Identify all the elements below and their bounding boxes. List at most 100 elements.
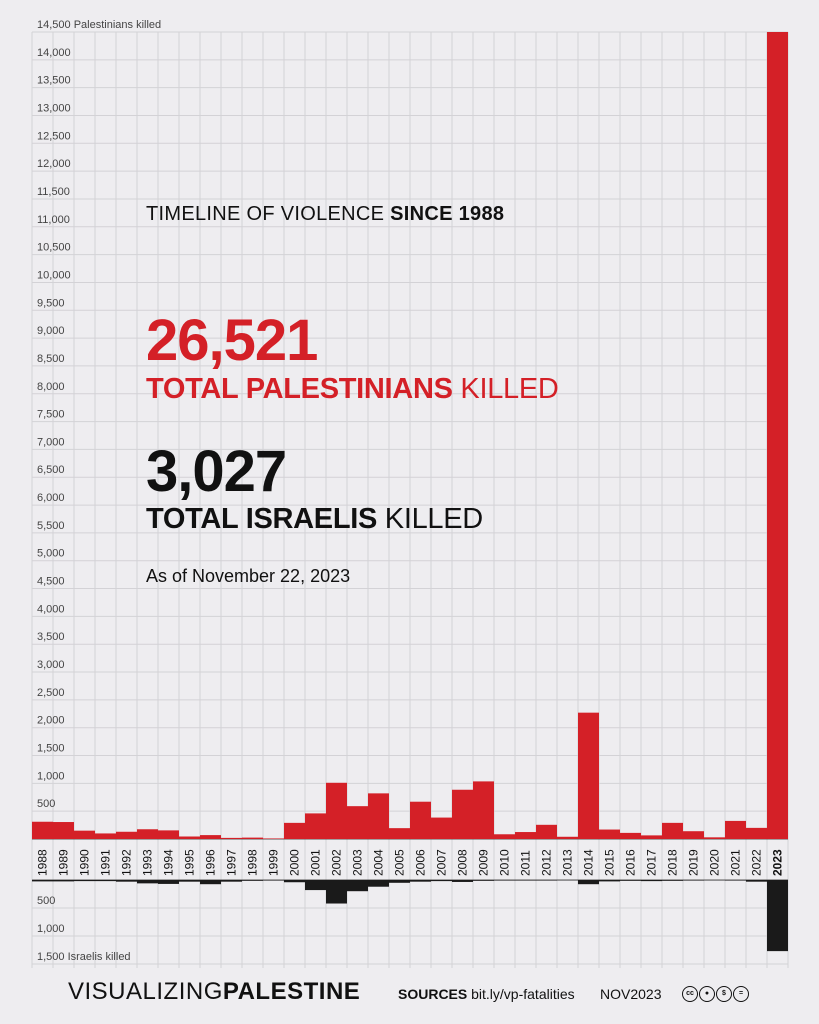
bar-palestinian-2009 <box>473 781 494 839</box>
year-label-2016: 2016 <box>624 849 638 876</box>
bar-israeli-2016 <box>620 880 641 881</box>
tick-label-top: 6,500 <box>37 464 65 476</box>
year-label-2006: 2006 <box>414 849 428 876</box>
bar-israeli-2003 <box>347 880 368 892</box>
tick-label-top: 13,500 <box>37 75 71 87</box>
bar-israeli-2021 <box>725 880 746 881</box>
bar-israeli-2012 <box>536 880 557 881</box>
nc-icon: $ <box>716 985 732 1002</box>
year-label-2004: 2004 <box>372 849 386 876</box>
year-label-1999: 1999 <box>267 849 281 876</box>
bar-israeli-1994 <box>158 880 179 884</box>
year-label-1988: 1988 <box>36 849 50 876</box>
year-label-2010: 2010 <box>498 849 512 876</box>
year-label-2003: 2003 <box>351 849 365 876</box>
nd-icon: = <box>733 985 749 1002</box>
tick-label-top: 9,500 <box>37 297 65 309</box>
bar-israeli-2004 <box>368 880 389 887</box>
bar-palestinian-1988 <box>32 821 53 839</box>
brand-light: VISUALIZING <box>68 978 223 1005</box>
year-label-1989: 1989 <box>57 849 71 876</box>
heading-bold: SINCE 1988 <box>390 203 505 225</box>
license-icons: cc ● $ = <box>682 985 750 1003</box>
tick-label-top: 5,500 <box>37 520 65 532</box>
bar-israeli-2006 <box>410 880 431 882</box>
bar-israeli-1992 <box>116 880 137 882</box>
bar-israeli-1990 <box>74 880 95 882</box>
cc-icon: cc <box>682 985 698 1002</box>
bar-israeli-1996 <box>200 880 221 885</box>
bar-palestinian-2002 <box>326 782 347 839</box>
year-label-1995: 1995 <box>183 849 197 876</box>
year-label-2014: 2014 <box>582 849 596 876</box>
heading-normal: TIMELINE OF VIOLENCE <box>146 203 391 225</box>
tick-label-top: 1,500 <box>37 743 65 755</box>
sources-link[interactable]: bit.ly/vp-fatalities <box>467 986 575 1002</box>
tick-label-bottom: 500 <box>37 895 55 907</box>
tick-label-top: 4,000 <box>37 603 65 615</box>
bar-israeli-2022 <box>746 880 767 882</box>
year-label-1996: 1996 <box>204 849 218 876</box>
bar-palestinian-2000 <box>284 822 305 839</box>
sources-label: SOURCES <box>398 986 468 1002</box>
bar-palestinian-2023 <box>767 32 788 839</box>
year-label-1994: 1994 <box>162 849 176 876</box>
bar-israeli-2010 <box>494 880 515 881</box>
bar-palestinian-2004 <box>368 793 389 839</box>
tick-label-top: 6,000 <box>37 492 65 504</box>
bar-palestinian-2005 <box>389 828 410 839</box>
bar-palestinian-1996 <box>200 835 221 839</box>
bar-palestinian-2003 <box>347 806 368 839</box>
tick-label-top: 3,500 <box>37 631 65 643</box>
axis-ticks: 500 1,000 1,500 2,000 2,500 3,000 3,500 4,000 4,… <box>37 19 161 963</box>
year-label-2005: 2005 <box>393 849 407 876</box>
bar-israeli-1998 <box>242 880 263 881</box>
bar-palestinian-2017 <box>641 835 662 839</box>
israeli-label: TOTAL ISRAELIS KILLED <box>146 503 483 536</box>
bottom-axis-label: 1,500 Israelis killed <box>37 951 131 963</box>
tick-label-top: 13,000 <box>37 102 71 114</box>
bar-israeli-1991 <box>95 880 116 882</box>
as-of-date: As of November 22, 2023 <box>146 566 351 586</box>
palestinian-label: TOTAL PALESTINIANS KILLED <box>146 373 559 406</box>
bar-palestinian-2013 <box>557 836 578 839</box>
publish-date: NOV2023 <box>600 986 662 1002</box>
year-label-2020: 2020 <box>708 849 722 876</box>
year-label-2017: 2017 <box>645 849 659 876</box>
year-label-2000: 2000 <box>288 849 302 876</box>
bar-palestinian-2020 <box>704 837 725 839</box>
bar-palestinian-2022 <box>746 827 767 839</box>
top-axis-label: 14,500 Palestinians killed <box>37 19 161 31</box>
by-icon: ● <box>699 985 715 1002</box>
year-label-2018: 2018 <box>666 849 680 876</box>
tick-label-top: 5,000 <box>37 548 65 560</box>
year-label-2013: 2013 <box>561 849 575 876</box>
brand-bold: PALESTINE <box>222 978 361 1005</box>
bar-palestinian-2008 <box>452 789 473 839</box>
tick-label-top: 4,500 <box>37 576 65 588</box>
bar-palestinian-2012 <box>536 824 557 839</box>
tick-label-top: 3,000 <box>37 659 65 671</box>
bar-palestinian-2007 <box>431 817 452 839</box>
bar-israeli-2019 <box>683 880 704 881</box>
year-label-2008: 2008 <box>456 849 470 876</box>
footer: VISUALIZINGPALESTINE SOURCES bit.ly/vp-f… <box>68 978 808 1008</box>
bar-israeli-1999 <box>263 880 284 881</box>
year-label-2007: 2007 <box>435 849 449 876</box>
bar-palestinian-1995 <box>179 836 200 839</box>
bar-israeli-2015 <box>599 880 620 882</box>
bar-israeli-1993 <box>137 880 158 884</box>
bar-israeli-2014 <box>578 880 599 885</box>
bar-israeli-2001 <box>305 880 326 891</box>
tick-label-top: 9,000 <box>37 325 65 337</box>
bar-palestinian-1990 <box>74 830 95 839</box>
bar-israeli-2011 <box>515 880 536 881</box>
bar-israeli-2007 <box>431 880 452 882</box>
bar-israeli-2002 <box>326 880 347 904</box>
tick-label-top: 12,000 <box>37 158 71 170</box>
year-label-1997: 1997 <box>225 849 239 876</box>
bar-israeli-2000 <box>284 880 305 883</box>
bar-palestinian-1997 <box>221 837 242 839</box>
bar-israeli-2023 <box>767 880 788 952</box>
year-label-2015: 2015 <box>603 849 617 876</box>
